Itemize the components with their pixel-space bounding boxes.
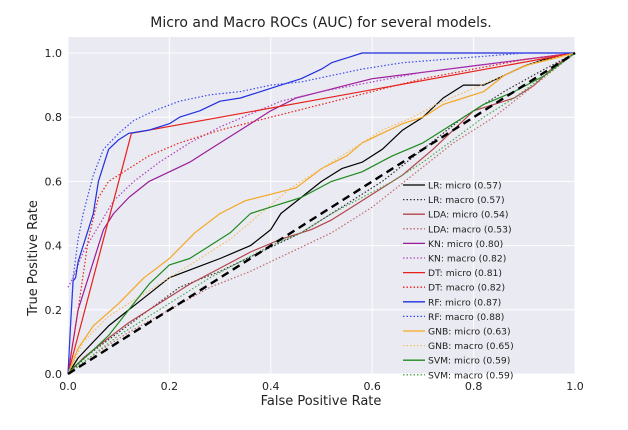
- legend-entry: LDA: macro (0.53): [428, 224, 512, 235]
- y-tick-label: 0.6: [45, 175, 63, 188]
- roc-series-2: [67, 52, 576, 375]
- tick-labels: 0.0 0.2 0.4 0.6 0.8 1.0 0.0 0.2 0.4 0.6 0.8 1.0: [45, 47, 584, 393]
- legend-entry: LDA: micro (0.54): [428, 210, 508, 221]
- roc-curves: [67, 52, 576, 376]
- legend-entry: KN: micro (0.80): [428, 239, 503, 250]
- roc-series-4: [67, 52, 576, 375]
- x-tick-label: 0.6: [363, 380, 381, 393]
- y-tick-label: 0.0: [45, 368, 63, 381]
- x-tick-label: 0.4: [262, 380, 280, 393]
- roc-series-13: [67, 52, 576, 375]
- legend-entry: LR: macro (0.57): [428, 195, 505, 206]
- roc-series-11: [67, 52, 576, 375]
- roc-series-3: [67, 52, 576, 375]
- y-tick-label: 0.8: [45, 111, 63, 124]
- legend-entry: GNB: macro (0.65): [428, 341, 514, 352]
- chart-title: Micro and Macro ROCs (AUC) for several m…: [150, 15, 492, 31]
- roc-series-5: [67, 52, 576, 288]
- y-tick-label: 0.2: [45, 304, 63, 317]
- x-tick-label: 0.8: [465, 380, 483, 393]
- x-tick-label: 0.0: [59, 380, 77, 393]
- legend-entry: GNB: micro (0.63): [428, 327, 511, 338]
- legend: LR: micro (0.57) LR: macro (0.57) LDA: mic…: [403, 181, 514, 381]
- legend-entry: DT: macro (0.82): [428, 283, 505, 294]
- plot-area: [68, 37, 575, 374]
- legend-entry: SVM: micro (0.59): [428, 356, 510, 367]
- y-tick-label: 0.4: [45, 240, 63, 253]
- roc-series-12: [67, 52, 576, 375]
- y-tick-label: 1.0: [45, 47, 63, 60]
- roc-series-7: [67, 52, 576, 375]
- legend-entry: KN: macro (0.82): [428, 254, 506, 265]
- legend-entry: LR: micro (0.57): [428, 181, 502, 192]
- x-axis-label: False Positive Rate: [261, 394, 382, 409]
- chance-diagonal: [67, 52, 576, 376]
- roc-series-9: [67, 52, 575, 375]
- y-axis-label: True Positive Rate: [26, 200, 41, 317]
- legend-entry: RF: micro (0.87): [428, 297, 501, 308]
- roc-series-1: [67, 52, 576, 375]
- roc-series-10: [67, 52, 576, 375]
- legend-entry: RF: macro (0.88): [428, 312, 504, 323]
- legend-entry: DT: micro (0.81): [428, 268, 502, 279]
- roc-series-8: [67, 52, 575, 375]
- legend-entry: SVM: macro (0.59): [428, 370, 513, 381]
- x-tick-label: 1.0: [566, 380, 584, 393]
- x-tick-label: 0.2: [161, 380, 179, 393]
